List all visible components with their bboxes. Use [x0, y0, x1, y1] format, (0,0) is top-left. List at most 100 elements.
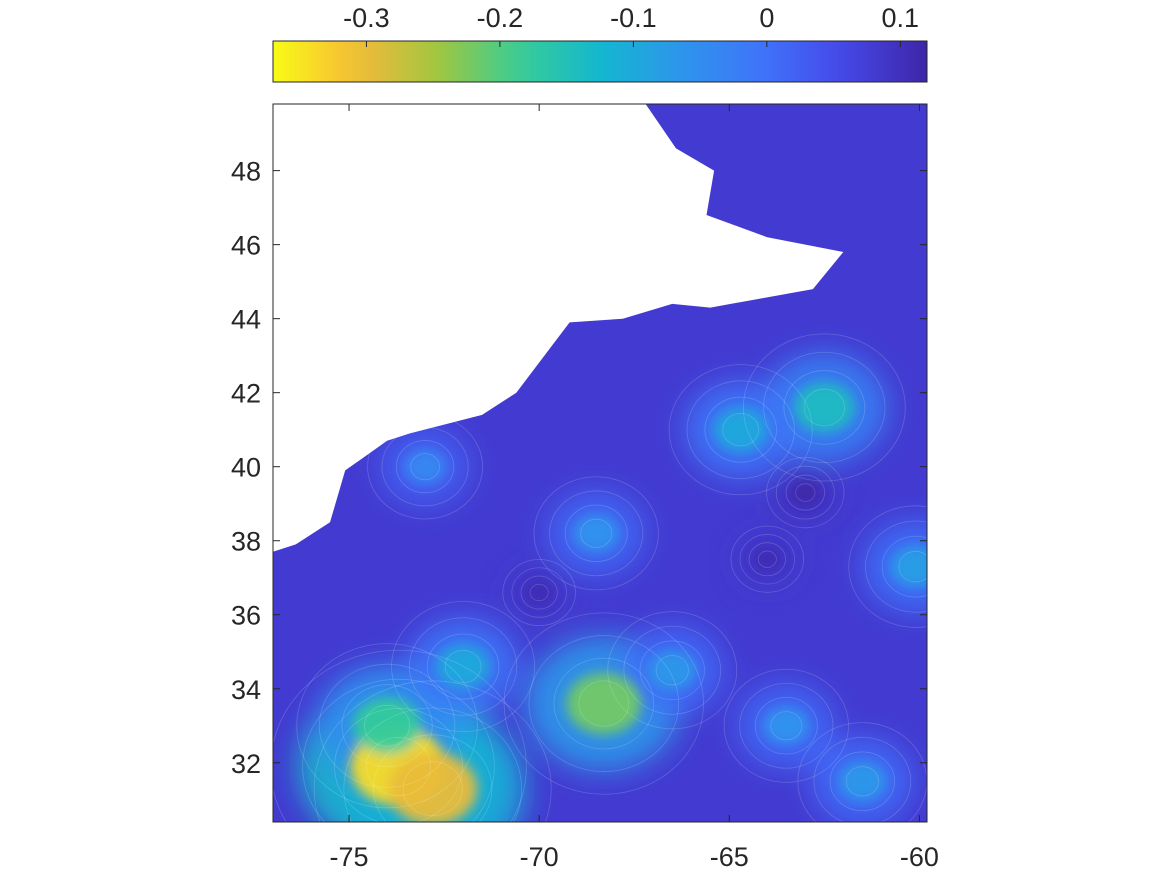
contour-line	[639, 640, 705, 700]
anomaly-core-minimum	[566, 672, 642, 735]
anomaly-core-minimum	[838, 761, 887, 802]
contour-line	[409, 617, 518, 716]
contour-line	[813, 736, 912, 822]
contour-line	[748, 542, 786, 577]
contour-line	[511, 567, 567, 618]
contour-line	[410, 453, 440, 481]
contour-line	[865, 520, 927, 613]
contour-line	[686, 380, 795, 479]
contour-line	[426, 633, 500, 700]
contour-line	[313, 680, 552, 822]
field-anomaly-cores	[350, 382, 927, 822]
contour-line	[668, 364, 813, 496]
anomaly-core-minimum	[403, 449, 447, 485]
contour-line	[341, 684, 433, 768]
contour-line	[723, 668, 849, 783]
contour-line	[529, 583, 549, 602]
contour-line	[334, 707, 463, 822]
y-tick-label: 34	[231, 675, 261, 705]
contour-lines	[273, 333, 927, 822]
y-tick-label: 40	[231, 453, 261, 483]
y-tick-label: 46	[231, 231, 261, 261]
contour-line	[520, 575, 558, 610]
contour-line	[775, 465, 835, 520]
contour-line	[533, 476, 659, 591]
contour-line	[343, 707, 522, 822]
y-tick-label: 44	[231, 305, 261, 335]
anomaly-core-minimum	[436, 644, 490, 689]
contour-line	[549, 490, 644, 577]
contour-line	[783, 370, 866, 445]
colorbar-tick-label: -0.3	[343, 3, 390, 33]
contour-line	[795, 483, 816, 502]
y-tick-label: 32	[231, 749, 261, 779]
anomaly-core-maximum	[753, 548, 781, 571]
contour-line	[553, 657, 655, 750]
contour-line	[881, 535, 927, 598]
contour-line	[763, 351, 886, 464]
x-axis: -75 -70 -65 -60	[330, 104, 939, 872]
colorbar: -0.3 -0.2 -0.1 0 0.1	[272, 3, 928, 83]
y-tick-label: 36	[231, 601, 261, 631]
y-tick-label: 38	[231, 527, 261, 557]
contour-line	[444, 649, 482, 684]
x-tick-label: -60	[900, 842, 939, 872]
contour-line	[503, 612, 704, 795]
x-tick-label: -65	[710, 842, 749, 872]
anomaly-core-minimum	[762, 706, 810, 745]
contour-line	[502, 559, 576, 627]
contour-line	[754, 697, 818, 755]
colorbar-bar	[272, 40, 928, 83]
contour-line	[770, 711, 803, 741]
colorbar-tick-label: -0.2	[477, 3, 524, 33]
contour-line	[373, 734, 493, 822]
contour-line	[302, 678, 495, 822]
contour-line	[766, 457, 845, 529]
contour-line	[364, 704, 411, 747]
contour-line	[273, 649, 527, 822]
contour-line	[722, 413, 759, 447]
anomaly-core-minimum	[353, 698, 421, 754]
contour-line	[564, 504, 628, 562]
colorbar-tick-label: -0.1	[610, 3, 657, 33]
contour-line	[655, 655, 689, 686]
plot-frame	[272, 103, 928, 823]
contour-line	[580, 518, 613, 548]
contour-line	[296, 643, 478, 809]
contour-line	[785, 474, 826, 511]
contour-line	[848, 505, 927, 628]
colorbar-tick-label: 0	[759, 3, 774, 33]
contour-line	[739, 682, 834, 769]
contour-line	[391, 601, 536, 733]
x-tick-label: -70	[520, 842, 559, 872]
anomaly-core-maximum	[525, 581, 553, 604]
contour-line	[528, 635, 680, 772]
colorbar-ticks: -0.3 -0.2 -0.1 0 0.1	[343, 3, 919, 47]
contour-line	[607, 611, 738, 730]
contour-line	[395, 440, 455, 494]
anomaly-core-maximum	[790, 480, 820, 505]
contour-line	[578, 680, 630, 727]
contour-line	[739, 534, 795, 585]
contour-line	[803, 388, 845, 427]
contour-line	[898, 551, 927, 583]
contour-line	[318, 663, 456, 788]
y-tick-label: 42	[231, 379, 261, 409]
contour-line	[730, 525, 805, 593]
anomaly-core-minimum	[713, 407, 768, 452]
y-axis: 32 34 36 38 40 42 44 46 48	[231, 157, 927, 779]
contour-line	[623, 625, 722, 715]
contour-line	[845, 766, 879, 797]
anomaly-core-minimum	[648, 650, 697, 691]
contour-line	[829, 751, 896, 812]
contour-line	[742, 333, 906, 482]
contour-line	[366, 737, 431, 796]
anomaly-core-minimum	[890, 546, 927, 588]
anomaly-core-minimum	[388, 752, 478, 822]
x-tick-label: -75	[330, 842, 369, 872]
y-tick-label: 48	[231, 157, 261, 187]
colorbar-tick-label: 0.1	[882, 3, 920, 33]
plot-area: -75 -70 -65 -60 32 34 36 38 40 42 44 46 48	[231, 103, 939, 872]
land-mask	[273, 104, 844, 552]
